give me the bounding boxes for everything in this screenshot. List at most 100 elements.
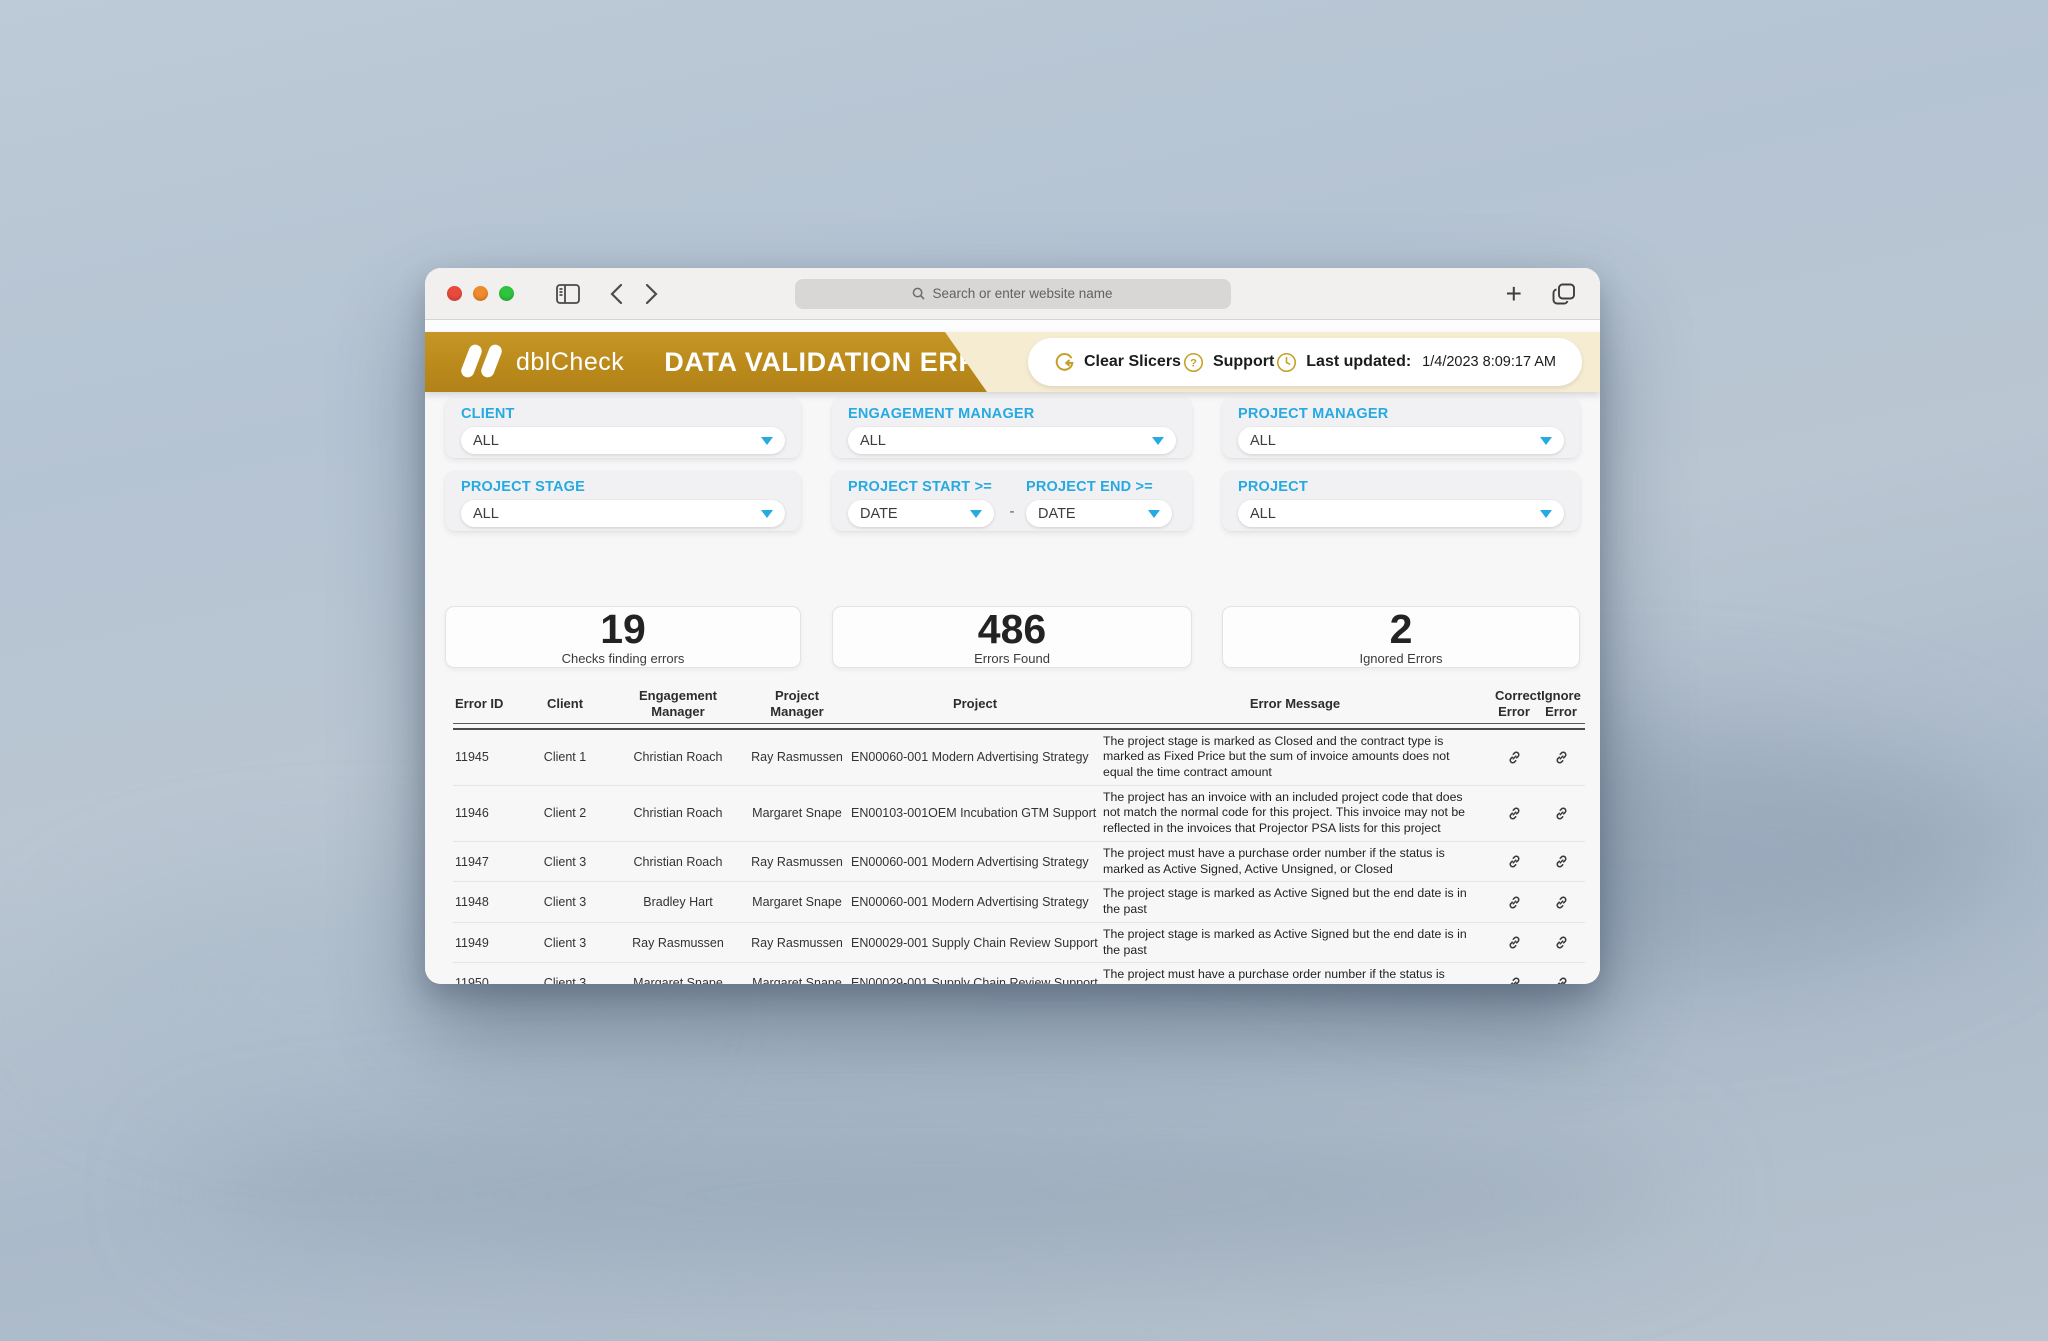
forward-button[interactable] <box>645 283 658 305</box>
cell-error-message: The project has an invoice with an inclu… <box>1103 789 1466 836</box>
correct-error-link-icon[interactable] <box>1491 746 1537 769</box>
project-dropdown[interactable]: ALL <box>1238 500 1564 527</box>
minimize-window-button[interactable] <box>473 286 488 301</box>
app-header-gold-band: dblCheck DATA VALIDATION ERRORS <box>425 332 987 392</box>
cell-error-id: 11947 <box>455 854 489 869</box>
ignore-error-link-icon[interactable] <box>1537 972 1585 984</box>
last-updated: Last updated: 1/4/2023 8:09:17 AM <box>1276 352 1556 373</box>
table-row: 11949 Client 3 Ray Rasmussen Ray Rasmuss… <box>453 923 1585 964</box>
correct-error-link-icon[interactable] <box>1491 802 1537 825</box>
project-start-dropdown[interactable]: DATE <box>848 500 994 527</box>
new-tab-icon[interactable]: + <box>1505 277 1522 309</box>
col-error-id: Error ID <box>455 696 504 712</box>
correct-error-link-icon[interactable] <box>1491 850 1537 873</box>
cell-client: Client 1 <box>543 750 587 765</box>
table-body: 11945 Client 1 Christian Roach Ray Rasmu… <box>453 730 1585 984</box>
chevron-down-icon <box>761 509 773 518</box>
chevron-down-icon <box>1148 509 1160 518</box>
brand-name: dblCheck <box>516 347 625 376</box>
cell-error-message: The project stage is marked as Active Si… <box>1103 926 1467 957</box>
cell-project-manager: Ray Rasmussen <box>751 750 843 765</box>
chevron-down-icon <box>1152 436 1164 445</box>
clear-slicers-icon <box>1054 352 1075 373</box>
cell-client: Client 3 <box>543 895 587 910</box>
project-end-dropdown[interactable]: DATE <box>1026 500 1172 527</box>
cell-engagement-manager: Christian Roach <box>633 854 723 869</box>
clear-slicers-button[interactable]: Clear Slicers <box>1054 352 1181 373</box>
project-manager-dropdown[interactable]: ALL <box>1238 427 1564 454</box>
browser-window: Search or enter website name + dblCheck … <box>425 268 1600 984</box>
client-dropdown[interactable]: ALL <box>461 427 785 454</box>
table-row: 11947 Client 3 Christian Roach Ray Rasmu… <box>453 842 1585 883</box>
table-header-row: Error ID Client Engagement Manager Proje… <box>453 686 1585 730</box>
cell-engagement-manager: Ray Rasmussen <box>632 935 724 950</box>
chevron-down-icon <box>761 436 773 445</box>
ignore-error-link-icon[interactable] <box>1537 891 1585 914</box>
app-header: dblCheck DATA VALIDATION ERRORS Clear Sl… <box>425 332 1600 392</box>
cell-engagement-manager: Bradley Hart <box>643 895 713 910</box>
clock-icon <box>1276 352 1297 373</box>
window-controls <box>447 286 514 301</box>
cell-client: Client 3 <box>543 854 587 869</box>
cell-project-manager: Margaret Snape <box>752 895 842 910</box>
ignore-error-link-icon[interactable] <box>1537 802 1585 825</box>
col-error-message: Error Message <box>1249 696 1341 712</box>
stat-ignored-errors: 2 Ignored Errors <box>1222 606 1580 668</box>
errors-table: Error ID Client Engagement Manager Proje… <box>453 686 1585 984</box>
cell-project-manager: Margaret Snape <box>752 806 842 821</box>
dashboard-page: dblCheck DATA VALIDATION ERRORS Clear Sl… <box>425 320 1600 984</box>
cell-error-id: 11945 <box>455 750 489 765</box>
col-correct-error: Correct Error <box>1495 688 1542 720</box>
date-range-separator: - <box>1009 503 1015 520</box>
last-updated-label: Last updated: <box>1306 353 1412 370</box>
cell-client: Client 2 <box>543 806 587 821</box>
table-row: 11945 Client 1 Christian Roach Ray Rasmu… <box>453 730 1585 786</box>
chevron-down-icon <box>970 509 982 518</box>
filter-project: PROJECT ALL <box>1222 471 1580 531</box>
correct-error-link-icon[interactable] <box>1491 931 1537 954</box>
correct-error-link-icon[interactable] <box>1491 891 1537 914</box>
ignore-error-link-icon[interactable] <box>1537 931 1585 954</box>
ignore-error-link-icon[interactable] <box>1537 746 1585 769</box>
address-bar[interactable]: Search or enter website name <box>794 278 1231 309</box>
col-ignore-error: Ignore Error <box>1541 688 1581 720</box>
dblcheck-logo-icon <box>459 342 504 380</box>
cell-engagement-manager: Margaret Snape <box>633 976 723 984</box>
cell-error-message: The project stage is marked as Closed an… <box>1103 733 1450 779</box>
support-button[interactable]: ? Support <box>1183 352 1274 373</box>
cell-project-manager: Ray Rasmussen <box>751 854 843 869</box>
cell-error-id: 11950 <box>455 976 489 984</box>
col-client: Client <box>546 696 584 712</box>
cell-project-manager: Margaret Snape <box>752 976 842 984</box>
cell-error-id: 11946 <box>455 806 489 821</box>
question-mark-icon: ? <box>1183 352 1204 373</box>
table-row: 11950 Client 3 Margaret Snape Margaret S… <box>453 963 1585 984</box>
correct-error-link-icon[interactable] <box>1491 972 1537 984</box>
cell-project: EN00060-001 Modern Advertising Strategy <box>851 750 1089 765</box>
cell-client: Client 3 <box>543 976 587 984</box>
engagement-manager-dropdown[interactable]: ALL <box>848 427 1176 454</box>
cell-project-manager: Ray Rasmussen <box>751 935 843 950</box>
filter-engagement-manager: ENGAGEMENT MANAGER ALL <box>832 398 1192 458</box>
address-bar-placeholder: Search or enter website name <box>932 286 1113 301</box>
cell-project: EN00060-001 Modern Advertising Strategy <box>851 895 1089 910</box>
filter-date-range: PROJECT START >= DATE - PROJECT END >= D… <box>832 471 1192 531</box>
project-stage-dropdown[interactable]: ALL <box>461 500 785 527</box>
cell-engagement-manager: Christian Roach <box>633 806 723 821</box>
zoom-window-button[interactable] <box>499 286 514 301</box>
back-button[interactable] <box>610 283 623 305</box>
tab-overview-icon[interactable] <box>1552 283 1576 305</box>
cell-client: Client 3 <box>543 935 587 950</box>
close-window-button[interactable] <box>447 286 462 301</box>
col-project-manager: Project Manager <box>770 688 824 720</box>
page-top-strip <box>425 320 1600 332</box>
sidebar-toggle-icon[interactable] <box>556 283 580 304</box>
ignore-error-link-icon[interactable] <box>1537 850 1585 873</box>
cell-project: EN00029-001 Supply Chain Review Support <box>851 976 1098 984</box>
filter-project-end: PROJECT END >= DATE <box>1026 471 1176 527</box>
cell-project: EN00103-001OEM Incubation GTM Support <box>851 806 1097 821</box>
col-project: Project <box>952 696 998 712</box>
cell-error-message: The project must have a purchase order n… <box>1103 967 1445 984</box>
cell-error-message: The project stage is marked as Active Si… <box>1103 886 1467 917</box>
stat-checks-finding-errors: 19 Checks finding errors <box>445 606 801 668</box>
